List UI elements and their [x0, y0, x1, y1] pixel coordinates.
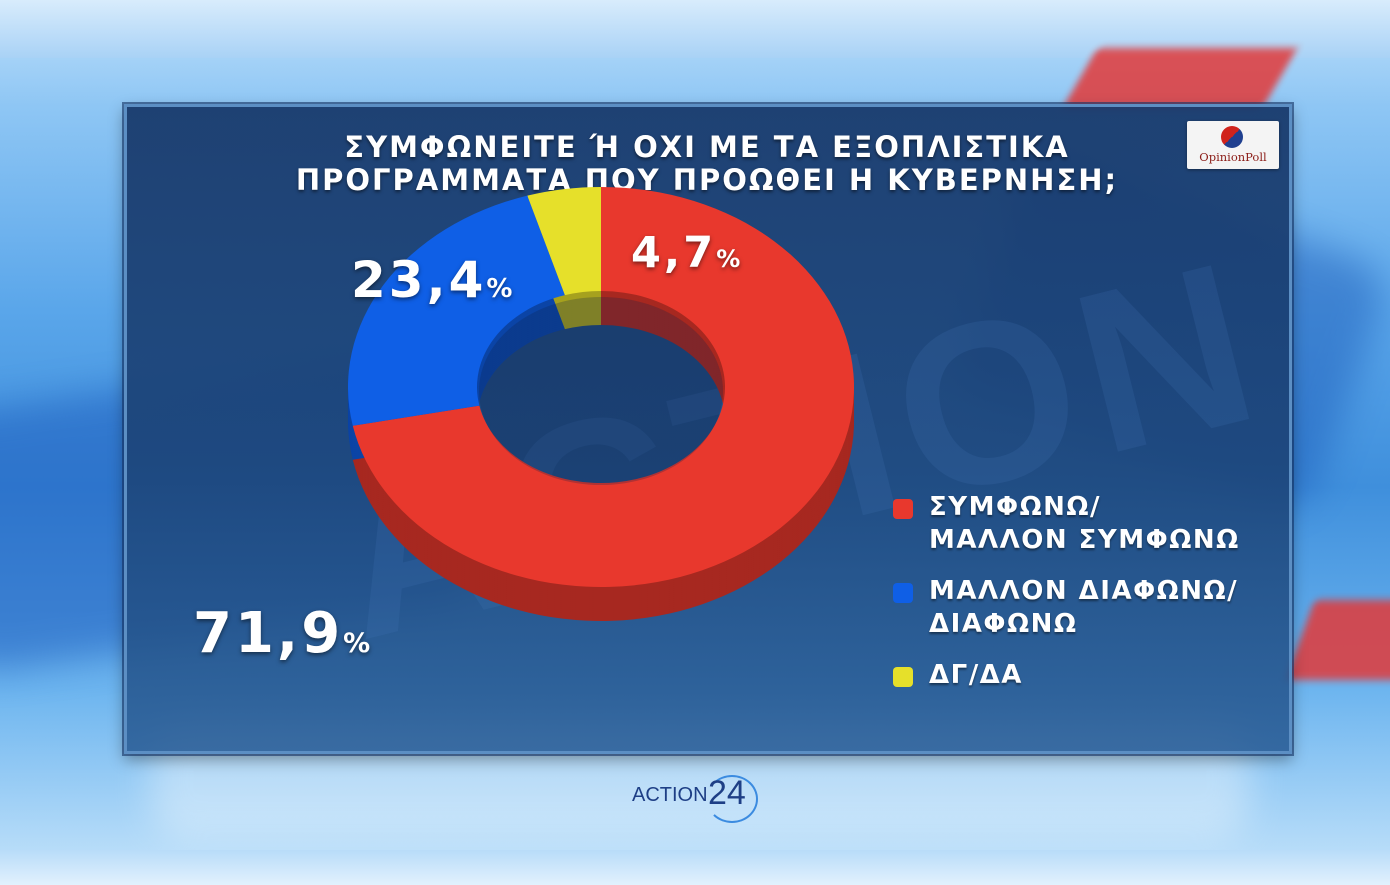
- opinionpoll-logo-text: OpinionPoll: [1199, 150, 1267, 164]
- legend-item-disagree: ΜΑΛΛΟΝ ΔΙΑΦΩΝΩ/ ΔΙΑΦΩΝΩ: [893, 575, 1240, 641]
- background-red-shape: [1062, 48, 1298, 108]
- legend-label-agree: ΣΥΜΦΩΝΩ/ ΜΑΛΛΟΝ ΣΥΜΦΩΝΩ: [929, 492, 1240, 555]
- title-line-2: ΠΡΟΓΡΑΜΜΑΤΑ ΠΟΥ ΠΡΟΩΘΕΙ Η ΚΥΒΕΡΝΗΣΗ;: [295, 163, 1119, 197]
- background-bottom-band: [0, 850, 1390, 885]
- poll-panel: ACTION ΣΥΜΦΩΝΕΙΤΕ Ή ΟΧΙ ΜΕ ΤΑ ΕΞΟΠΛΙΣΤΙΚ…: [124, 104, 1292, 754]
- legend-item-agree: ΣΥΜΦΩΝΩ/ ΜΑΛΛΟΝ ΣΥΜΦΩΝΩ: [893, 491, 1240, 557]
- donut-hole: [479, 297, 723, 485]
- donut-slice-disagree: [348, 195, 565, 426]
- value-label-agree: 71,9%: [193, 601, 373, 666]
- chart-title: ΣΥΜΦΩΝΕΙΤΕ Ή ΟΧΙ ΜΕ ΤΑ ΕΞΟΠΛΙΣΤΙΚΑ ΠΡΟΓΡ…: [247, 131, 1167, 197]
- value-label-disagree: 23,4%: [351, 251, 515, 309]
- legend-label-dk-na: ΔΓ/ΔΑ: [929, 660, 1023, 690]
- action24-logo-text: ACTION: [632, 784, 708, 806]
- background-red-shape: [1285, 600, 1390, 680]
- legend-label-disagree: ΜΑΛΛΟΝ ΔΙΑΦΩΝΩ/ ΔΙΑΦΩΝΩ: [929, 576, 1239, 639]
- opinionpoll-logo-icon: [1221, 126, 1243, 148]
- opinionpoll-logo: OpinionPoll: [1187, 121, 1279, 169]
- legend-item-dk-na: ΔΓ/ΔΑ: [893, 659, 1240, 692]
- donut-slice-agree: [352, 187, 854, 587]
- legend-swatch-dk-na: [893, 667, 913, 687]
- action24-logo-ring-icon: [706, 775, 758, 823]
- donut-slice-dk-na: [527, 187, 601, 296]
- donut-chart: 71,9% 23,4% 4,7%: [193, 187, 854, 666]
- value-label-dk-na: 4,7%: [631, 228, 743, 278]
- chart-legend: ΣΥΜΦΩΝΩ/ ΜΑΛΛΟΝ ΣΥΜΦΩΝΩ ΜΑΛΛΟΝ ΔΙΑΦΩΝΩ/ …: [893, 491, 1240, 710]
- action24-logo-number: 24: [708, 774, 746, 812]
- legend-swatch-disagree: [893, 583, 913, 603]
- title-line-1: ΣΥΜΦΩΝΕΙΤΕ Ή ΟΧΙ ΜΕ ΤΑ ΕΞΟΠΛΙΣΤΙΚΑ: [344, 130, 1070, 164]
- legend-swatch-agree: [893, 499, 913, 519]
